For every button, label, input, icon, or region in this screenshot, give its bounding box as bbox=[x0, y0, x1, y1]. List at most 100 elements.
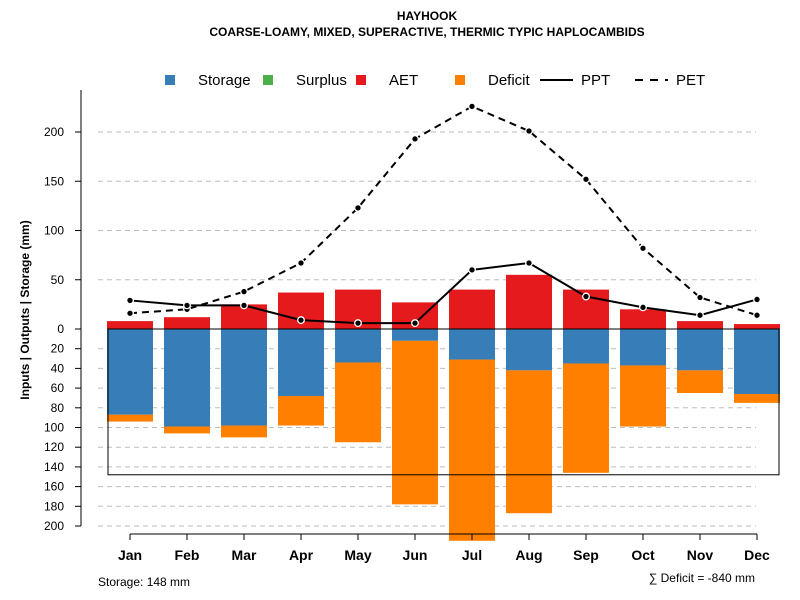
storage-bar-may bbox=[335, 329, 381, 363]
legend: Storage Surplus AET Deficit PPT PET bbox=[165, 72, 705, 89]
aet-bar-aug bbox=[506, 274, 552, 329]
storage-bar-dec bbox=[734, 329, 780, 395]
x-tick-label-nov: Nov bbox=[687, 547, 714, 563]
ppt-line bbox=[129, 261, 758, 325]
y-tick-label-upper-150: 150 bbox=[44, 174, 64, 188]
deficit-bar-dec bbox=[734, 394, 780, 403]
pet-point-jun bbox=[411, 134, 419, 143]
pet-point-oct bbox=[639, 244, 647, 253]
chart-title: HAYHOOK bbox=[397, 9, 458, 23]
ppt-point-jan bbox=[126, 296, 134, 305]
y-tick-label-upper-200: 200 bbox=[44, 125, 64, 139]
ppt-point-jun bbox=[411, 319, 419, 328]
storage-bar-jan bbox=[107, 329, 153, 415]
ppt-point-nov bbox=[696, 311, 704, 320]
pet-point-may bbox=[354, 203, 362, 212]
x-tick-label-oct: Oct bbox=[631, 547, 655, 563]
ppt-point-aug bbox=[525, 259, 533, 267]
y-tick-label-lower-80: 80 bbox=[51, 401, 65, 415]
storage-bar-jun bbox=[392, 329, 438, 341]
ppt-point-may bbox=[354, 319, 362, 328]
x-tick-label-may: May bbox=[344, 547, 371, 563]
y-tick-label-lower-20: 20 bbox=[51, 342, 65, 356]
storage-bar-nov bbox=[677, 329, 723, 371]
pet-point-apr bbox=[297, 259, 305, 267]
storage-bar-apr bbox=[278, 329, 324, 396]
legend-swatch-storage bbox=[165, 75, 175, 85]
y-tick-label-upper-50: 50 bbox=[51, 273, 65, 287]
x-tick-label-sep: Sep bbox=[573, 547, 599, 563]
aet-bar-oct bbox=[620, 309, 666, 329]
aet-bar-jul bbox=[449, 289, 495, 329]
deficit-bar-oct bbox=[620, 365, 666, 427]
legend-label-ppt: PPT bbox=[581, 72, 610, 89]
x-tick-label-apr: Apr bbox=[289, 547, 314, 563]
aet-bar-feb bbox=[164, 317, 210, 329]
x-tick-label-dec: Dec bbox=[744, 547, 770, 563]
storage-bar-feb bbox=[164, 329, 210, 427]
y-tick-label-lower-180: 180 bbox=[44, 499, 64, 513]
axes: 0 50 100 150 200 20 40 60 80 100 120 140 160 180 200 Ja… bbox=[44, 90, 770, 563]
legend-swatch-surplus bbox=[263, 75, 273, 85]
legend-label-storage: Storage bbox=[198, 72, 251, 89]
deficit-bar-feb bbox=[164, 426, 210, 434]
y-tick-label-lower-140: 140 bbox=[44, 460, 64, 474]
deficit-total: ∑ Deficit = -840 mm bbox=[649, 571, 755, 585]
storage-bar-jul bbox=[449, 329, 495, 360]
pet-point-jan bbox=[126, 309, 134, 318]
y-tick-label-lower-120: 120 bbox=[44, 440, 64, 454]
legend-swatch-aet bbox=[356, 75, 366, 85]
x-tick-label-feb: Feb bbox=[175, 547, 200, 563]
deficit-bar-may bbox=[335, 362, 381, 443]
aet-bar-dec bbox=[734, 324, 780, 329]
legend-swatch-deficit bbox=[455, 75, 465, 85]
pet-point-dec bbox=[753, 311, 761, 320]
legend-label-pet: PET bbox=[676, 72, 705, 89]
aet-bar-jan bbox=[107, 321, 153, 329]
x-tick-label-jul: Jul bbox=[462, 547, 482, 563]
legend-label-deficit: Deficit bbox=[488, 72, 531, 89]
ppt-point-sep bbox=[582, 292, 590, 301]
y-tick-label-lower-40: 40 bbox=[51, 361, 65, 375]
pet-point-mar bbox=[240, 287, 248, 296]
pet-point-nov bbox=[696, 293, 704, 302]
lines bbox=[126, 102, 761, 328]
pet-point-jul bbox=[468, 102, 476, 111]
x-tick-label-aug: Aug bbox=[515, 547, 542, 563]
x-tick-label-jan: Jan bbox=[118, 547, 142, 563]
ppt-point-oct bbox=[639, 303, 647, 312]
legend-label-aet: AET bbox=[389, 72, 418, 89]
legend-label-surplus: Surplus bbox=[296, 72, 347, 89]
aet-bar-nov bbox=[677, 321, 723, 329]
y-tick-label-lower-60: 60 bbox=[51, 381, 65, 395]
y-tick-label-lower-160: 160 bbox=[44, 480, 64, 494]
storage-bar-aug bbox=[506, 329, 552, 371]
pet-line bbox=[129, 105, 758, 317]
storage-bar-sep bbox=[563, 329, 609, 364]
y-tick-label-lower-100: 100 bbox=[44, 421, 64, 435]
deficit-bar-jan bbox=[107, 414, 153, 422]
deficit-bar-apr bbox=[278, 395, 324, 426]
deficit-bar-nov bbox=[677, 370, 723, 394]
deficit-bar-sep bbox=[563, 363, 609, 473]
storage-bar-mar bbox=[221, 329, 267, 426]
storage-bar-oct bbox=[620, 329, 666, 366]
ppt-point-apr bbox=[297, 316, 305, 325]
deficit-bar-mar bbox=[221, 425, 267, 438]
ppt-point-jul bbox=[468, 265, 476, 274]
ppt-point-feb bbox=[183, 301, 191, 310]
y-tick-label-upper-100: 100 bbox=[44, 224, 64, 238]
y-tick-label-upper-0: 0 bbox=[57, 322, 64, 336]
ppt-point-dec bbox=[753, 295, 761, 304]
x-tick-label-jun: Jun bbox=[403, 547, 428, 563]
y-tick-label-lower-200: 200 bbox=[44, 519, 64, 533]
x-tick-label-mar: Mar bbox=[232, 547, 257, 563]
deficit-bar-jul bbox=[449, 359, 495, 541]
storage-note: Storage: 148 mm bbox=[98, 575, 190, 589]
bars bbox=[107, 274, 780, 541]
deficit-bar-aug bbox=[506, 370, 552, 514]
ppt-point-mar bbox=[240, 301, 248, 310]
chart-subtitle: COARSE-LOAMY, MIXED, SUPERACTIVE, THERMI… bbox=[209, 25, 644, 39]
pet-point-sep bbox=[582, 175, 590, 184]
